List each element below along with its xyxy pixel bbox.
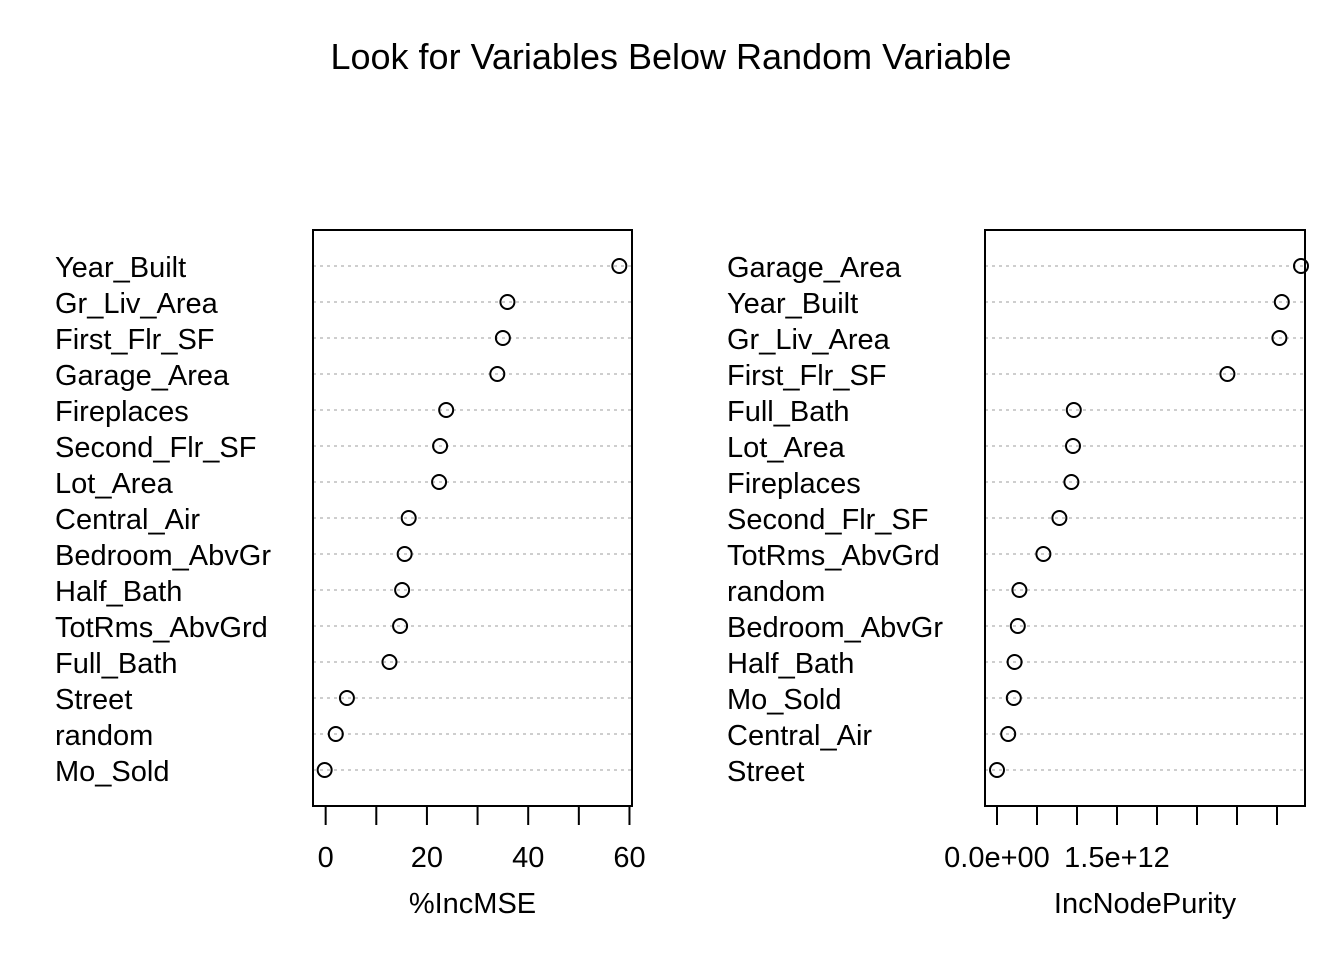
x-tick-label: 1.5e+12 <box>1064 842 1170 874</box>
data-point <box>1219 366 1236 382</box>
category-label: Street <box>727 756 804 788</box>
plot-frame <box>984 229 1306 807</box>
category-label: Street <box>55 684 132 716</box>
data-point <box>394 582 411 598</box>
data-point <box>392 618 409 634</box>
data-point <box>432 438 449 454</box>
data-point <box>338 690 355 706</box>
category-label: Year_Built <box>55 252 186 284</box>
data-point <box>431 474 448 490</box>
category-label: Year_Built <box>727 288 858 320</box>
category-label: Bedroom_AbvGr <box>55 540 271 572</box>
data-point <box>611 258 628 274</box>
data-point <box>1293 258 1309 274</box>
category-label: random <box>55 720 153 752</box>
x-tick-label: 60 <box>613 842 645 874</box>
category-label: Full_Bath <box>727 396 850 428</box>
data-point <box>1035 546 1052 562</box>
category-label: TotRms_AbvGrd <box>727 540 940 572</box>
chart-title: Look for Variables Below Random Variable <box>330 36 1011 77</box>
category-label: Second_Flr_SF <box>727 504 929 536</box>
category-label: Garage_Area <box>55 360 230 392</box>
category-label: Garage_Area <box>727 252 902 284</box>
data-point <box>316 762 333 778</box>
data-point <box>489 366 506 382</box>
category-label: Gr_Liv_Area <box>55 288 219 320</box>
x-axis-label: IncNodePurity <box>1054 888 1237 920</box>
category-label: TotRms_AbvGrd <box>55 612 268 644</box>
data-point <box>1065 402 1082 418</box>
data-point <box>1006 654 1023 670</box>
data-point <box>438 402 455 418</box>
data-point <box>1063 474 1080 490</box>
data-point <box>1000 726 1017 742</box>
data-point <box>396 546 413 562</box>
panel-1: Year_Built Gr_Liv_Area First_Flr_SF Garage_… <box>55 229 646 920</box>
data-point <box>499 294 516 310</box>
x-tick-label: 40 <box>512 842 544 874</box>
category-label: Central_Air <box>55 504 200 536</box>
category-label: Full_Bath <box>55 648 178 680</box>
category-label: First_Flr_SF <box>727 360 887 392</box>
data-point <box>989 762 1005 778</box>
category-label: Central_Air <box>727 720 872 752</box>
category-label: Fireplaces <box>727 468 861 500</box>
category-label: First_Flr_SF <box>55 324 215 356</box>
x-axis-label: %IncMSE <box>409 888 536 920</box>
data-point <box>1065 438 1081 454</box>
data-point <box>400 510 417 526</box>
data-point <box>1009 618 1026 634</box>
category-label: Half_Bath <box>727 648 854 680</box>
data-point <box>1051 510 1068 526</box>
x-tick-label: 0.0e+00 <box>944 842 1050 874</box>
data-point <box>1005 690 1022 706</box>
data-point <box>381 654 398 670</box>
category-label: Mo_Sold <box>727 684 841 716</box>
panel-2: Garage_Area Year_Built Gr_Liv_Area First_Fl… <box>727 229 1309 920</box>
plot-frame <box>312 229 633 807</box>
data-point <box>1273 294 1290 310</box>
category-label: Half_Bath <box>55 576 182 608</box>
data-point <box>327 726 344 742</box>
category-label: Fireplaces <box>55 396 189 428</box>
category-label: Second_Flr_SF <box>55 432 257 464</box>
data-point <box>1271 330 1288 346</box>
data-point <box>1011 582 1028 598</box>
x-tick-label: 20 <box>411 842 443 874</box>
category-label: random <box>727 576 825 608</box>
category-label: Gr_Liv_Area <box>727 324 891 356</box>
category-label: Lot_Area <box>55 468 174 500</box>
data-point <box>494 330 511 346</box>
category-label: Mo_Sold <box>55 756 169 788</box>
category-label: Bedroom_AbvGr <box>727 612 943 644</box>
x-tick-label: 0 <box>318 842 334 874</box>
category-label: Lot_Area <box>727 432 846 464</box>
